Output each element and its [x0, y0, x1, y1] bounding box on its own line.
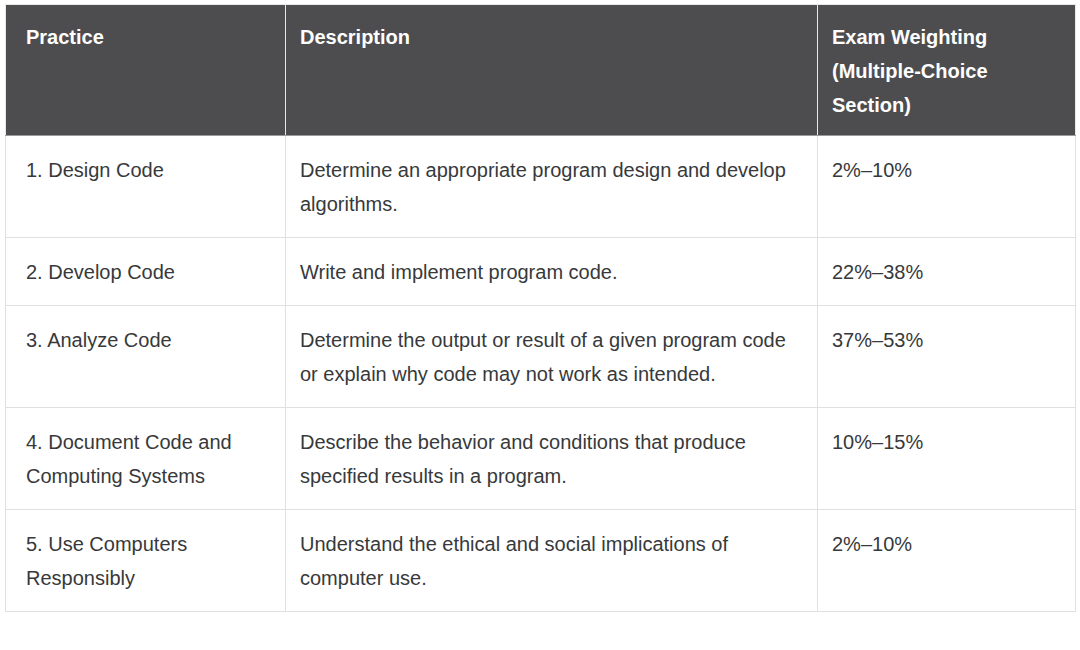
description-cell: Determine the output or result of a give… [286, 306, 818, 408]
description-cell: Determine an appropriate program design … [286, 136, 818, 238]
exam-practices-table-container: Practice Description Exam Weighting (Mul… [5, 4, 1075, 612]
exam-practices-table: Practice Description Exam Weighting (Mul… [5, 4, 1076, 612]
table-row: 3. Analyze Code Determine the output or … [6, 306, 1076, 408]
description-cell: Write and implement program code. [286, 238, 818, 306]
header-cell-exam-weighting: Exam Weighting (Multiple-Choice Section) [818, 5, 1076, 136]
table-row: 5. Use Computers Responsibly Understand … [6, 510, 1076, 612]
practice-cell: 4. Document Code and Computing Systems [6, 408, 286, 510]
table-row: 2. Develop Code Write and implement prog… [6, 238, 1076, 306]
header-cell-description: Description [286, 5, 818, 136]
description-cell: Understand the ethical and social implic… [286, 510, 818, 612]
table-row: 4. Document Code and Computing Systems D… [6, 408, 1076, 510]
table-row: 1. Design Code Determine an appropriate … [6, 136, 1076, 238]
table-header-row: Practice Description Exam Weighting (Mul… [6, 5, 1076, 136]
practice-cell: 1. Design Code [6, 136, 286, 238]
header-cell-practice: Practice [6, 5, 286, 136]
weighting-cell: 37%–53% [818, 306, 1076, 408]
weighting-cell: 22%–38% [818, 238, 1076, 306]
description-cell: Describe the behavior and conditions tha… [286, 408, 818, 510]
practice-cell: 5. Use Computers Responsibly [6, 510, 286, 612]
practice-cell: 2. Develop Code [6, 238, 286, 306]
weighting-cell: 10%–15% [818, 408, 1076, 510]
weighting-cell: 2%–10% [818, 510, 1076, 612]
weighting-cell: 2%–10% [818, 136, 1076, 238]
practice-cell: 3. Analyze Code [6, 306, 286, 408]
